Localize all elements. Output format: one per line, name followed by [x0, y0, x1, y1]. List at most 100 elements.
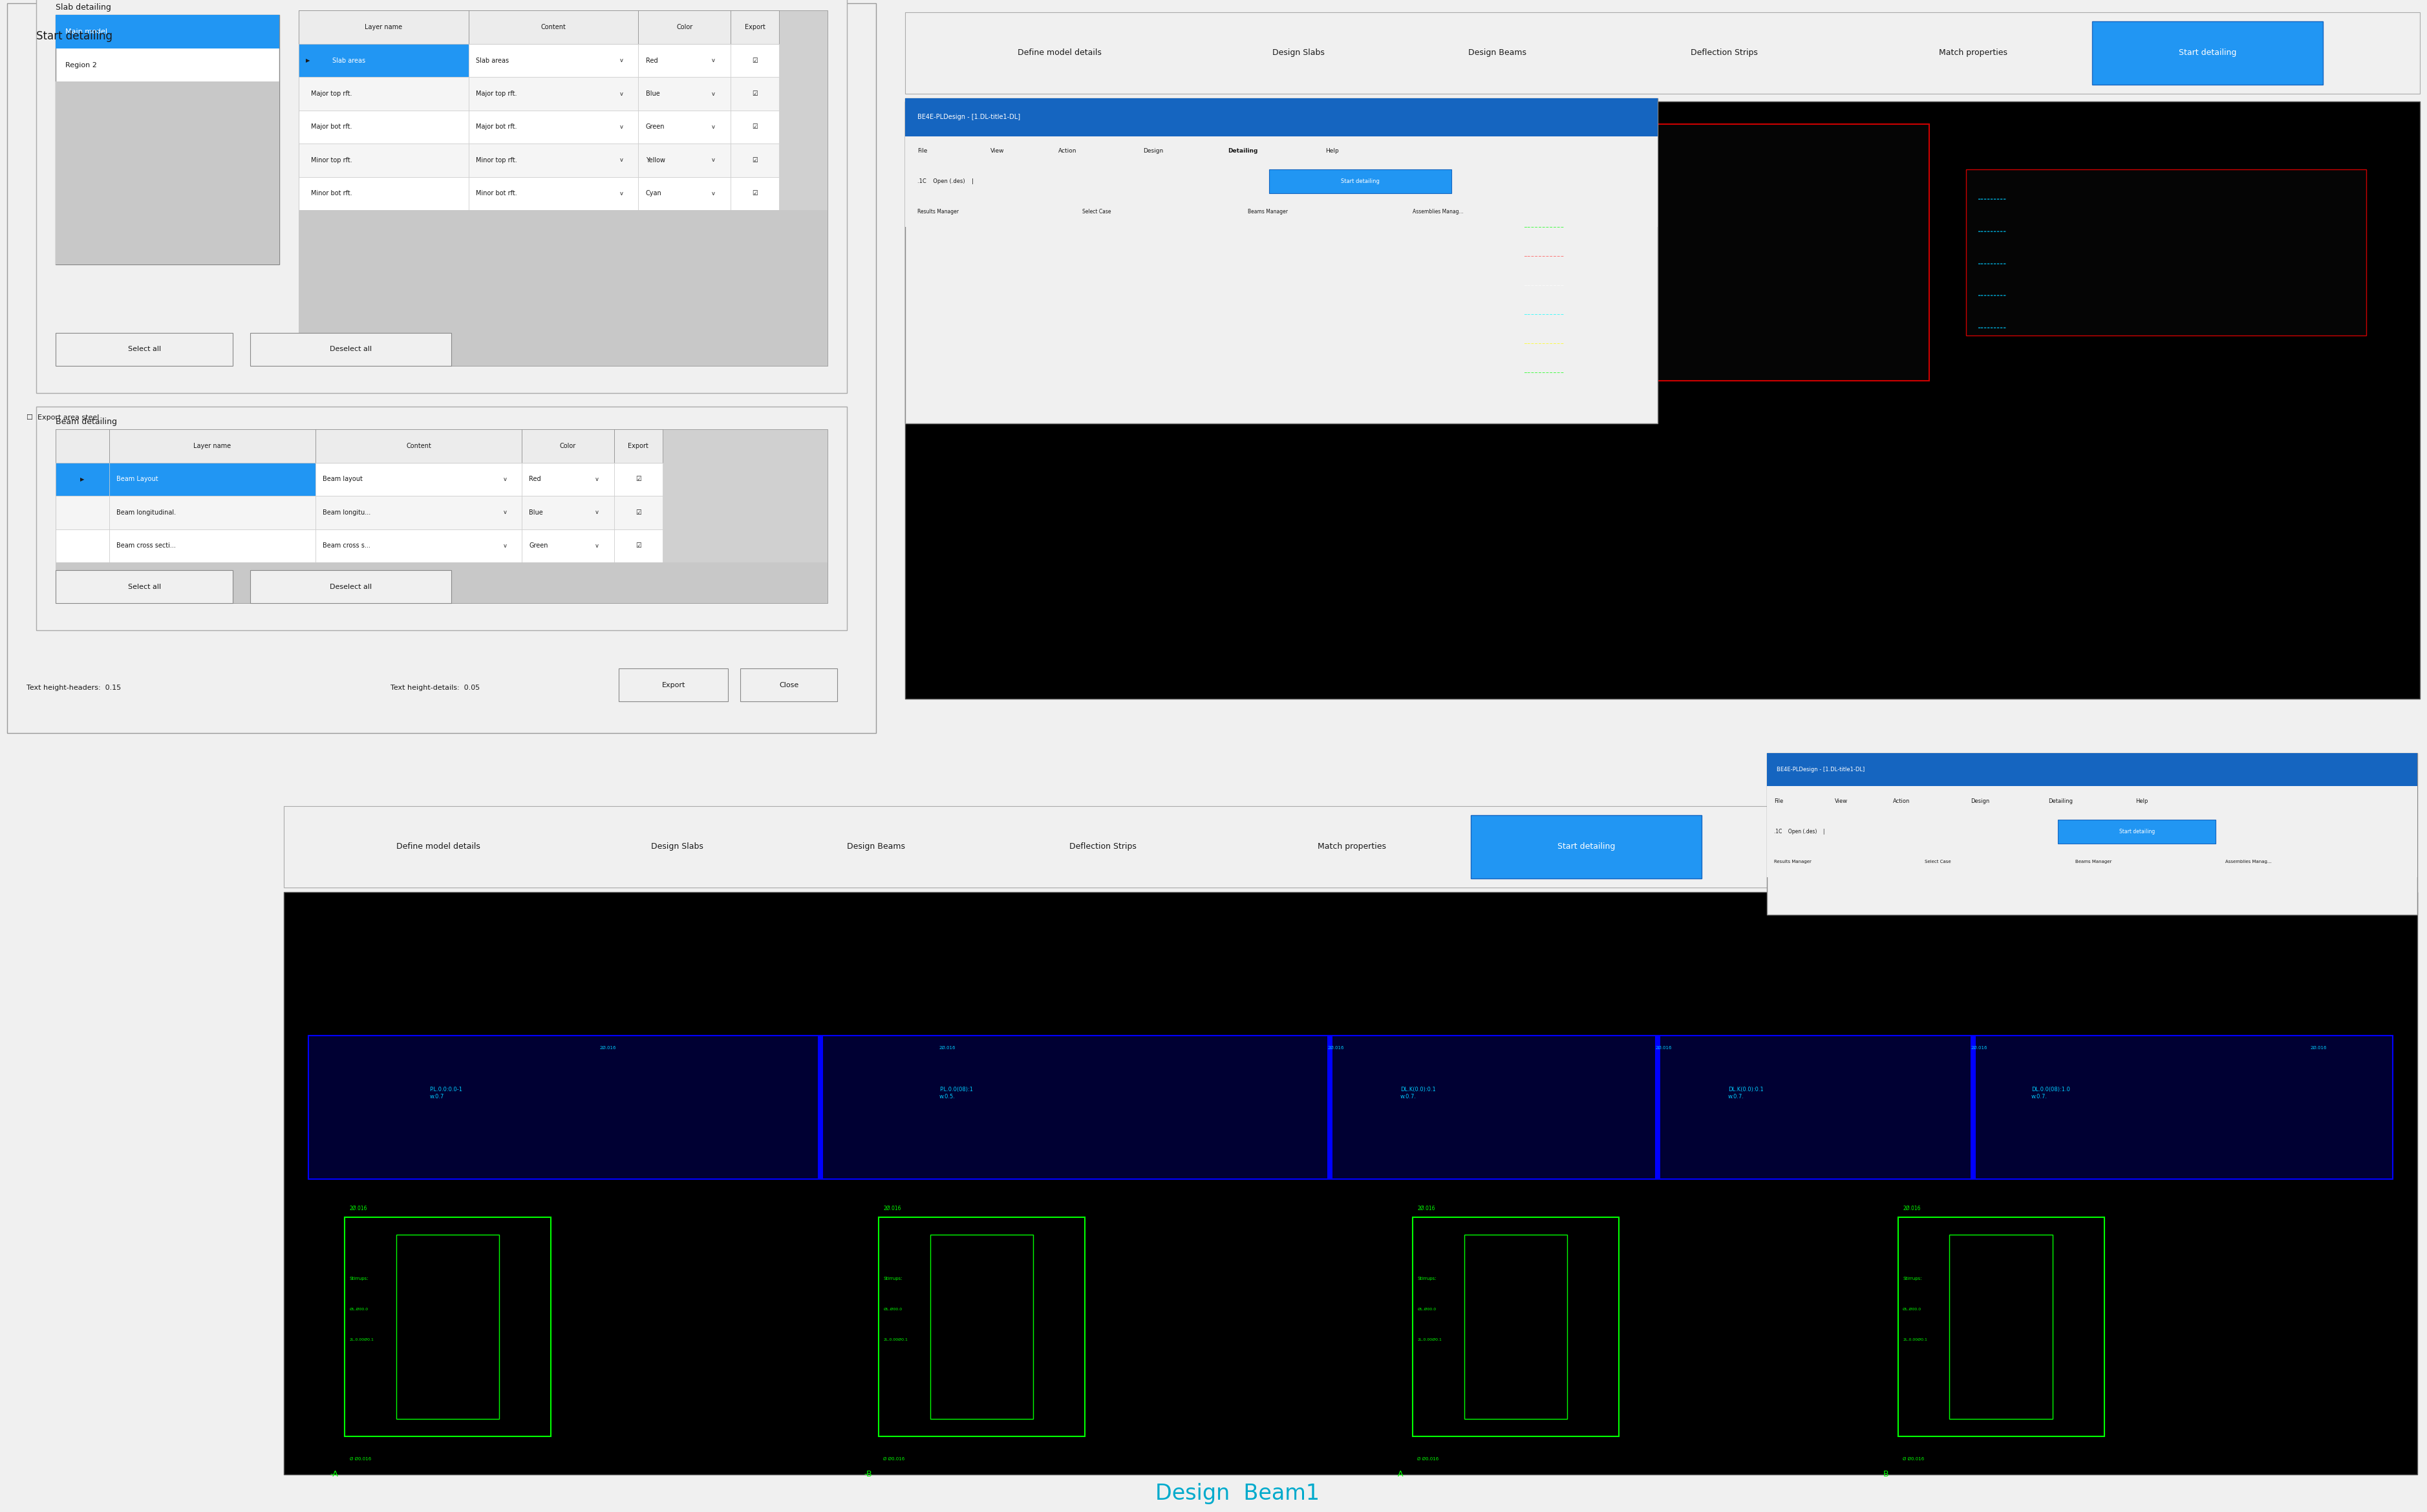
Text: Ø Ø0.016: Ø Ø0.016 — [1417, 1458, 1439, 1461]
Text: Beam longitu...: Beam longitu... — [323, 510, 371, 516]
Text: .1C    Open (.des)    |: .1C Open (.des) | — [917, 178, 973, 184]
Text: Main model: Main model — [66, 29, 107, 35]
Text: Start detailing: Start detailing — [1342, 178, 1379, 184]
Bar — [740, 668, 837, 702]
Bar — [614, 429, 663, 463]
Bar — [250, 333, 451, 366]
Bar — [250, 570, 451, 603]
Text: Blue: Blue — [529, 510, 544, 516]
Text: Red: Red — [529, 476, 541, 482]
Bar — [522, 529, 614, 562]
Text: v: v — [595, 510, 599, 516]
Text: Layer name: Layer name — [364, 24, 403, 30]
Bar — [56, 15, 279, 265]
Text: v: v — [711, 91, 716, 97]
Bar — [56, 82, 279, 265]
Text: File: File — [1774, 798, 1784, 804]
Text: Match properties: Match properties — [1318, 842, 1386, 851]
Text: v: v — [711, 191, 716, 197]
Bar — [1463, 1235, 1568, 1418]
Bar — [56, 429, 109, 463]
Text: Green: Green — [646, 124, 665, 130]
Text: Detailing: Detailing — [1228, 148, 1257, 154]
Text: -A: -A — [330, 1470, 337, 1479]
Bar — [299, 144, 468, 177]
Bar — [299, 110, 468, 144]
Text: Stirrups:: Stirrups: — [883, 1276, 903, 1281]
Text: View: View — [990, 148, 1005, 154]
Bar — [299, 11, 468, 44]
Text: View: View — [1835, 798, 1847, 804]
Text: B: B — [1883, 1470, 1888, 1479]
Bar — [109, 496, 316, 529]
Text: Minor bot rft.: Minor bot rft. — [476, 191, 517, 197]
Bar — [905, 98, 1658, 423]
Bar — [731, 110, 779, 144]
Bar — [1767, 753, 2417, 786]
Text: Design Beams: Design Beams — [1468, 48, 1527, 57]
Text: Results Manager: Results Manager — [1774, 860, 1811, 863]
Text: v: v — [711, 57, 716, 64]
Text: ─ ─ ─ ─ ─ ─ ─ ─ ─ ─ ─: ─ ─ ─ ─ ─ ─ ─ ─ ─ ─ ─ — [1524, 313, 1563, 316]
Bar — [56, 333, 233, 366]
Text: Define model details: Define model details — [396, 842, 481, 851]
Text: Ø Ø0.016: Ø Ø0.016 — [883, 1458, 905, 1461]
Text: BE4E-PLDesign - [1.DL-title1-DL]: BE4E-PLDesign - [1.DL-title1-DL] — [1777, 767, 1864, 773]
Text: 2Ø.016: 2Ø.016 — [1328, 1046, 1345, 1049]
Text: Export: Export — [745, 24, 765, 30]
Text: 2Ø.016: 2Ø.016 — [883, 1205, 900, 1211]
Bar — [36, 0, 847, 393]
Text: -B: -B — [864, 1470, 871, 1479]
Text: Define model details: Define model details — [1017, 48, 1102, 57]
Text: ─ ─ ─ ─ ─ ─ ─ ─ ─ ─ ─: ─ ─ ─ ─ ─ ─ ─ ─ ─ ─ ─ — [1524, 284, 1563, 287]
Text: Color: Color — [677, 24, 692, 30]
Text: v: v — [595, 476, 599, 482]
Text: ☑: ☑ — [752, 191, 757, 197]
Text: Export: Export — [663, 682, 684, 688]
Text: Content: Content — [405, 443, 432, 449]
Text: v: v — [619, 157, 624, 163]
Bar — [731, 144, 779, 177]
Text: Blue: Blue — [646, 91, 660, 97]
Text: P.L.0.0(08):1
w:0.5.: P.L.0.0(08):1 w:0.5. — [939, 1087, 973, 1099]
Bar — [299, 44, 468, 77]
Bar — [109, 529, 316, 562]
Text: 2Ø.016: 2Ø.016 — [1971, 1046, 1988, 1049]
Text: ☐  Export area steel: ☐ Export area steel — [27, 414, 100, 420]
Bar — [36, 407, 847, 631]
Text: P.L.0.0:0.0-1
w:0.7: P.L.0.0:0.0-1 w:0.7 — [430, 1087, 464, 1099]
Text: Beam layout: Beam layout — [323, 476, 362, 482]
Text: Slab areas: Slab areas — [476, 57, 510, 64]
Text: DL.0.0(08):1.0
w:0.7.: DL.0.0(08):1.0 w:0.7. — [2031, 1087, 2070, 1099]
Text: Ø Ø0.016: Ø Ø0.016 — [349, 1458, 371, 1461]
Text: ═ ═ ═ ═ ═ ═ ═ ═ ═: ═ ═ ═ ═ ═ ═ ═ ═ ═ — [1978, 262, 2007, 266]
Text: ═ ═ ═ ═ ═ ═ ═ ═ ═: ═ ═ ═ ═ ═ ═ ═ ═ ═ — [1978, 230, 2007, 233]
Bar — [468, 144, 638, 177]
Bar — [522, 463, 614, 496]
Bar — [614, 463, 663, 496]
Text: ─ ─ ─ ─ ─ ─ ─ ─ ─ ─ ─: ─ ─ ─ ─ ─ ─ ─ ─ ─ ─ ─ — [1524, 168, 1563, 171]
Bar — [1269, 169, 1451, 194]
Text: Ø Ø0.016: Ø Ø0.016 — [1903, 1458, 1925, 1461]
Text: Beam cross s...: Beam cross s... — [323, 543, 371, 549]
Bar — [905, 12, 2420, 94]
Bar — [468, 44, 638, 77]
Text: Match properties: Match properties — [1939, 48, 2007, 57]
Text: Deflection Strips: Deflection Strips — [1692, 48, 1757, 57]
Text: ═ ═ ═ ═ ═ ═ ═ ═ ═: ═ ═ ═ ═ ═ ═ ═ ═ ═ — [1978, 295, 2007, 298]
Bar — [638, 110, 731, 144]
Text: Detailing: Detailing — [2048, 798, 2073, 804]
Text: Green: Green — [529, 543, 549, 549]
Text: Design Slabs: Design Slabs — [1272, 48, 1325, 57]
Bar — [619, 668, 728, 702]
Bar — [56, 463, 109, 496]
Bar — [731, 77, 779, 110]
Text: Action: Action — [1058, 148, 1078, 154]
Text: v: v — [502, 510, 507, 516]
Bar — [1517, 124, 1929, 381]
Text: Action: Action — [1893, 798, 1910, 804]
Bar — [284, 892, 2417, 1474]
Text: Design: Design — [1143, 148, 1163, 154]
Bar — [614, 529, 663, 562]
Bar — [284, 806, 1784, 888]
